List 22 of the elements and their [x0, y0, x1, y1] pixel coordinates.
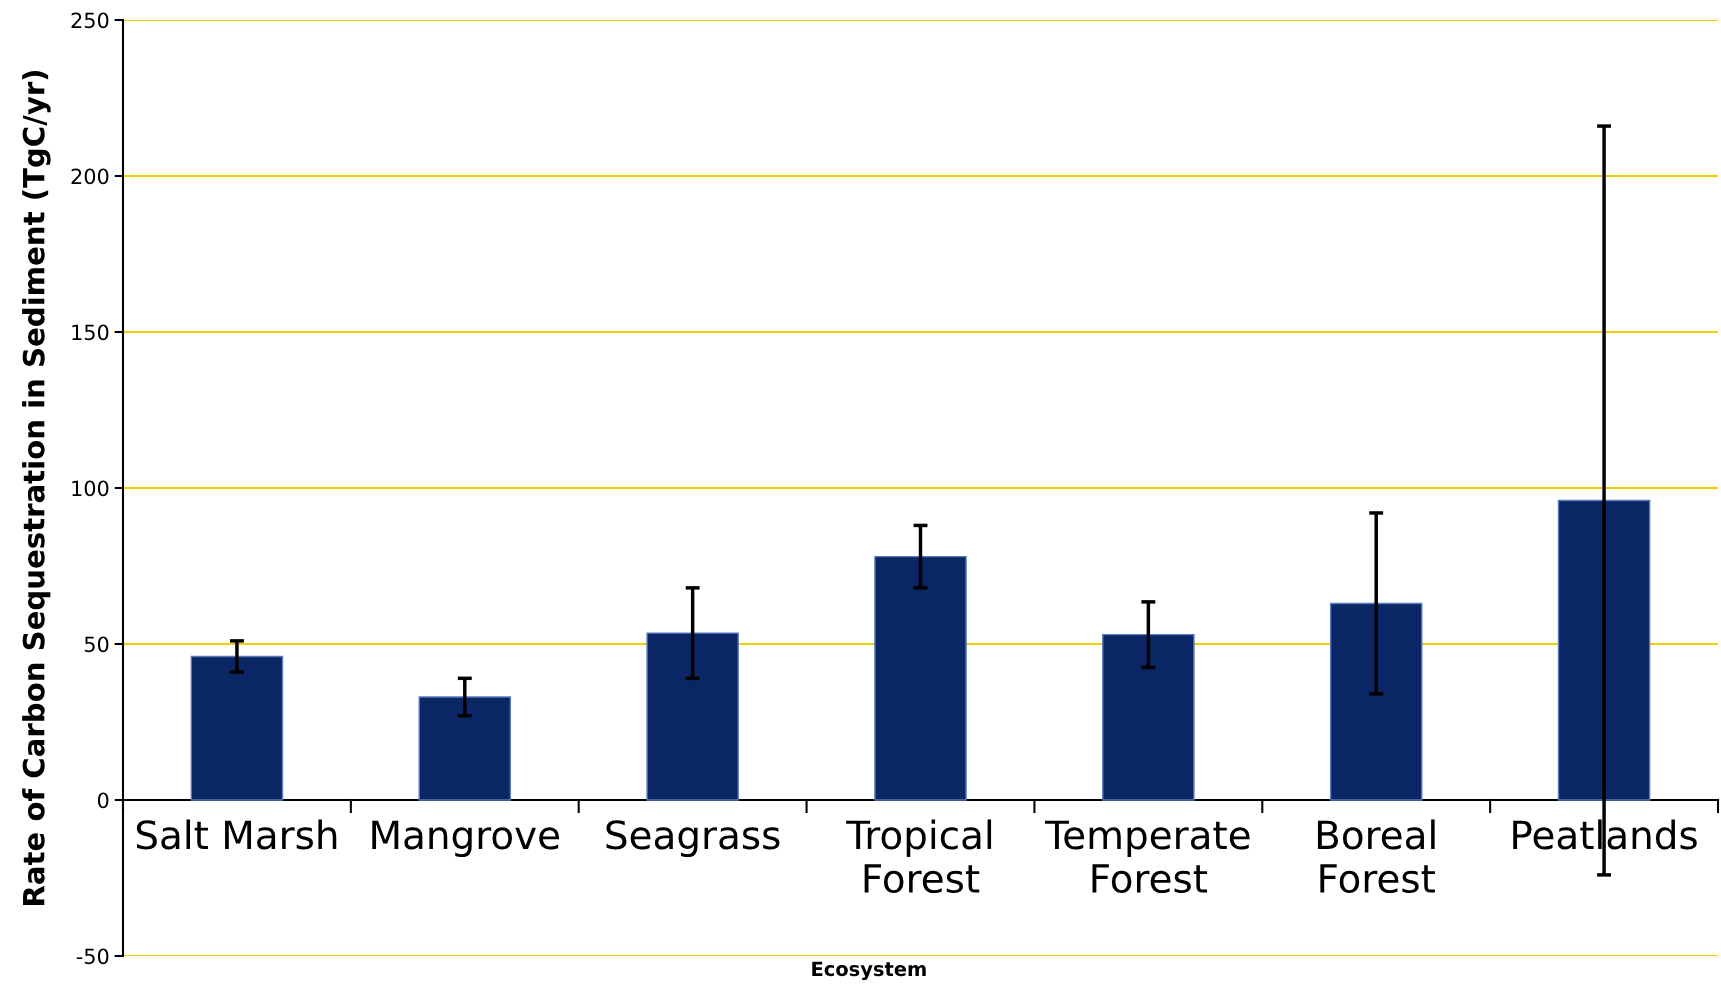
y-tick-label: 50 — [84, 636, 109, 653]
y-axis-title: Rate of Carbon Sequestration in Sediment (TgC/yr) — [22, 70, 51, 905]
bar — [1102, 633, 1195, 801]
bar — [418, 696, 512, 801]
y-tick-label: 200 — [71, 168, 109, 185]
bar — [646, 632, 739, 801]
x-tick-label: Boreal Forest — [1317, 819, 1435, 894]
bar — [874, 555, 967, 801]
x-tick-label: Salt Marsh — [136, 819, 337, 850]
bar — [1557, 499, 1651, 801]
y-tick-label: 250 — [71, 12, 109, 29]
bar — [1329, 602, 1423, 801]
x-tick-label: Tropical Forest — [846, 819, 992, 894]
y-tick-label: 100 — [72, 480, 109, 497]
x-tick-label: Temperate Forest — [1044, 820, 1250, 894]
y-tick-label: 150 — [72, 324, 109, 341]
y-tick-label: -50 — [76, 948, 109, 965]
bar — [190, 655, 284, 801]
x-axis-title: Ecosystem — [812, 961, 926, 981]
y-tick-label: 0 — [97, 792, 109, 809]
x-tick-label: Mangrove — [372, 820, 559, 858]
x-tick-label: Seagrass — [606, 820, 780, 858]
